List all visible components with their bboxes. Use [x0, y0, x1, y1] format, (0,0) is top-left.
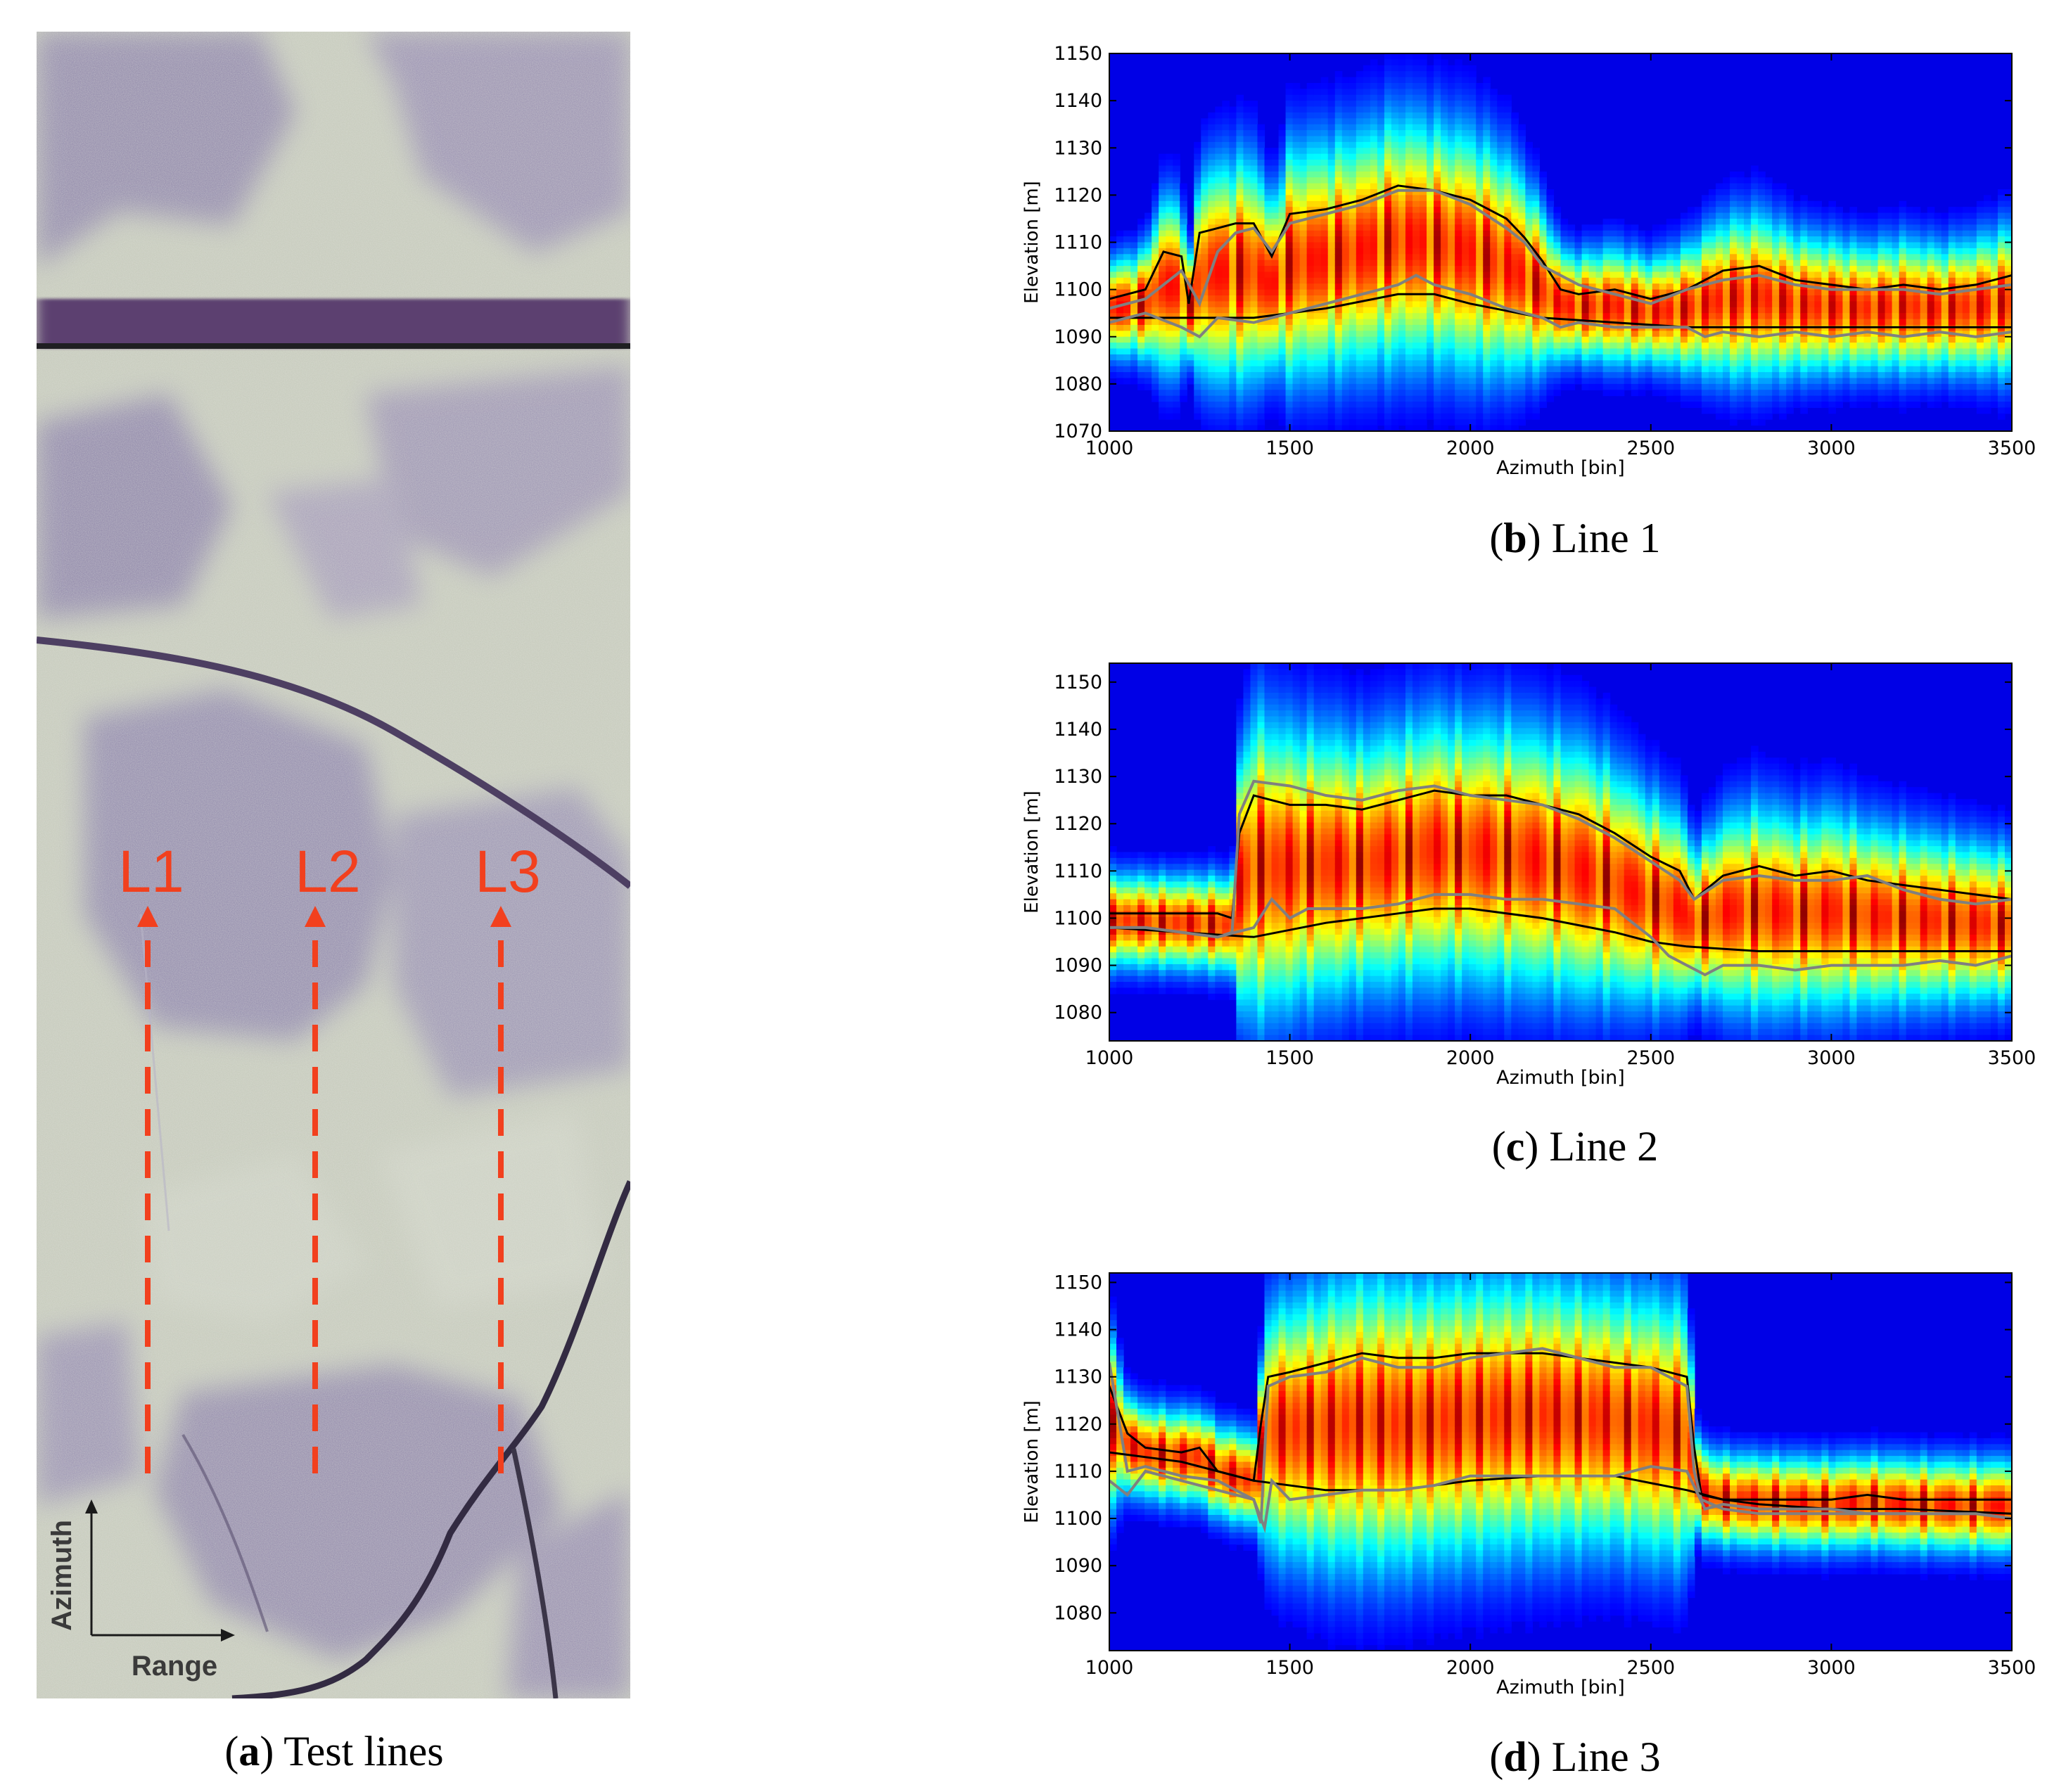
line-label-1: L1 [118, 838, 184, 904]
y-tick-label: 1120 [1054, 813, 1102, 835]
x-tick-label: 1000 [1085, 1047, 1134, 1069]
y-tick-label: 1070 [1054, 421, 1102, 442]
range-label: Range [132, 1651, 217, 1682]
series-line-4 [1109, 1465, 2012, 1534]
arrow-up-icon [305, 906, 326, 927]
caption-a-text: Test lines [283, 1728, 443, 1774]
plot-frame [1109, 663, 2013, 1042]
charts: 1070 1080 1090 1100 1110 1120 1130 1140 1150 1000… [1021, 43, 2036, 1698]
heatmap [1109, 53, 2012, 431]
y-axis-label: Elevation [m] [1021, 1400, 1042, 1523]
caption-c: (c) Line 2 [1492, 1123, 1659, 1170]
series-line-1 [1109, 184, 2012, 305]
caption-a-letter: a [238, 1728, 260, 1774]
series-line-3 [1109, 293, 2012, 328]
caption-d: (d) Line 3 [1489, 1734, 1660, 1780]
y-tick-label: 1110 [1054, 232, 1102, 254]
y-tick-label: 1110 [1054, 860, 1102, 882]
x-tick-label: 1500 [1265, 437, 1314, 459]
series-line-4 [1109, 892, 2012, 977]
y-tick-label: 1080 [1054, 1602, 1102, 1624]
x-tick-label: 2000 [1446, 1657, 1495, 1679]
x-axis-label: Azimuth [bin] [1496, 1067, 1625, 1089]
y-tick-label: 1100 [1054, 907, 1102, 929]
caption-c-text: Line 2 [1549, 1123, 1658, 1170]
x-tick-label: 1000 [1085, 437, 1134, 459]
heatmap [1109, 1273, 2012, 1651]
x-tick-label: 3000 [1807, 437, 1856, 459]
chart-2: 1080 1090 1100 1110 1120 1130 1140 1150 1000 1500… [1021, 663, 2036, 1089]
caption-b-letter: b [1503, 515, 1526, 561]
azimuth-label: Azimuth [46, 1520, 77, 1631]
x-tick-label: 3000 [1807, 1047, 1856, 1069]
series-line-3 [1109, 907, 2012, 952]
caption-d-letter: d [1503, 1734, 1526, 1780]
y-tick-label: 1080 [1054, 1002, 1102, 1024]
x-tick-label: 3000 [1807, 1657, 1856, 1679]
azimuth-arrow-icon [85, 1499, 98, 1513]
series-line-2 [1109, 188, 2012, 310]
line-label-3: L3 [475, 838, 540, 904]
arrow-up-icon [137, 906, 158, 927]
chart-3: 1080 1090 1100 1110 1120 1130 1140 1150 1000 1500… [1021, 1272, 2036, 1698]
x-tick-label: 2500 [1626, 1047, 1675, 1069]
y-tick-label: 1110 [1054, 1461, 1102, 1483]
y-tick-label: 1150 [1054, 672, 1102, 693]
y-tick-label: 1140 [1054, 719, 1102, 741]
series-line-4 [1109, 274, 2012, 339]
y-tick-label: 1080 [1054, 373, 1102, 395]
y-tick-label: 1100 [1054, 279, 1102, 301]
x-tick-label: 3500 [1988, 437, 2036, 459]
x-tick-label: 3500 [1988, 1657, 2036, 1679]
y-tick-label: 1090 [1054, 1555, 1102, 1577]
sar-image [37, 32, 630, 1698]
y-tick-label: 1150 [1054, 43, 1102, 65]
x-tick-label: 2000 [1446, 1047, 1495, 1069]
x-tick-label: 1500 [1265, 1047, 1314, 1069]
caption-b: (b) Line 1 [1489, 515, 1660, 561]
caption-a: (a) Test lines [224, 1728, 443, 1774]
range-arrow-icon [221, 1629, 235, 1641]
y-tick-label: 1120 [1054, 1414, 1102, 1435]
heatmap [1109, 663, 2012, 1041]
y-tick-label: 1130 [1054, 766, 1102, 788]
y-axis-label: Elevation [m] [1021, 181, 1042, 304]
y-tick-label: 1100 [1054, 1508, 1102, 1530]
compass: Azimuth Range [46, 1499, 235, 1682]
y-tick-label: 1090 [1054, 955, 1102, 977]
line-label-2: L2 [295, 838, 360, 904]
y-tick-label: 1130 [1054, 1367, 1102, 1388]
y-tick-label: 1130 [1054, 137, 1102, 159]
caption-d-text: Line 3 [1552, 1734, 1661, 1780]
x-tick-label: 3500 [1988, 1047, 2036, 1069]
test-lines: L1 L2 L3 [118, 838, 541, 1473]
x-tick-label: 2000 [1446, 437, 1495, 459]
x-tick-label: 1500 [1265, 1657, 1314, 1679]
x-tick-label: 1000 [1085, 1657, 1134, 1679]
arrow-up-icon [490, 906, 511, 927]
panel-a: L1 L2 L3 Azimuth Range (a) Test lines [37, 32, 630, 1774]
y-tick-label: 1150 [1054, 1272, 1102, 1293]
y-tick-label: 1090 [1054, 326, 1102, 348]
x-axis-label: Azimuth [bin] [1496, 1677, 1625, 1698]
chart-1: 1070 1080 1090 1100 1110 1120 1130 1140 1150 1000… [1021, 43, 2036, 479]
y-tick-label: 1140 [1054, 1319, 1102, 1341]
y-axis-label: Elevation [m] [1021, 791, 1042, 914]
x-tick-label: 2500 [1626, 1657, 1675, 1679]
caption-c-letter: c [1506, 1123, 1525, 1170]
y-tick-label: 1120 [1054, 184, 1102, 206]
x-axis-label: Azimuth [bin] [1496, 457, 1625, 479]
x-tick-label: 2500 [1626, 437, 1675, 459]
y-tick-label: 1140 [1054, 90, 1102, 112]
caption-b-text: Line 1 [1552, 515, 1661, 561]
plot-frame [1109, 1272, 2013, 1651]
series-line-2 [1109, 779, 2012, 939]
